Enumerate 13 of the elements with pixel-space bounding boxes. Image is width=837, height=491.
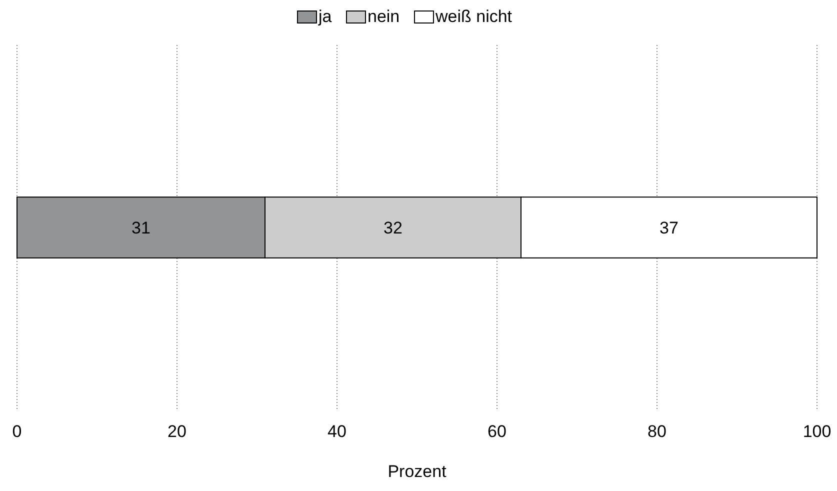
x-tick-label: 0 — [12, 422, 22, 441]
data-label: 31 — [132, 218, 150, 238]
x-axis-title: Prozent — [388, 462, 447, 481]
data-label: 32 — [384, 218, 402, 238]
legend-label: ja — [318, 7, 332, 26]
x-tick-label: 100 — [802, 422, 832, 441]
legend-label: weiß nicht — [434, 7, 512, 26]
x-tick-label: 60 — [488, 422, 506, 441]
data-label: 37 — [660, 218, 678, 238]
x-tick-label: 20 — [168, 422, 186, 441]
legend-label: nein — [368, 7, 400, 26]
x-tick-label: 40 — [328, 422, 346, 441]
x-tick-label: 80 — [648, 422, 666, 441]
